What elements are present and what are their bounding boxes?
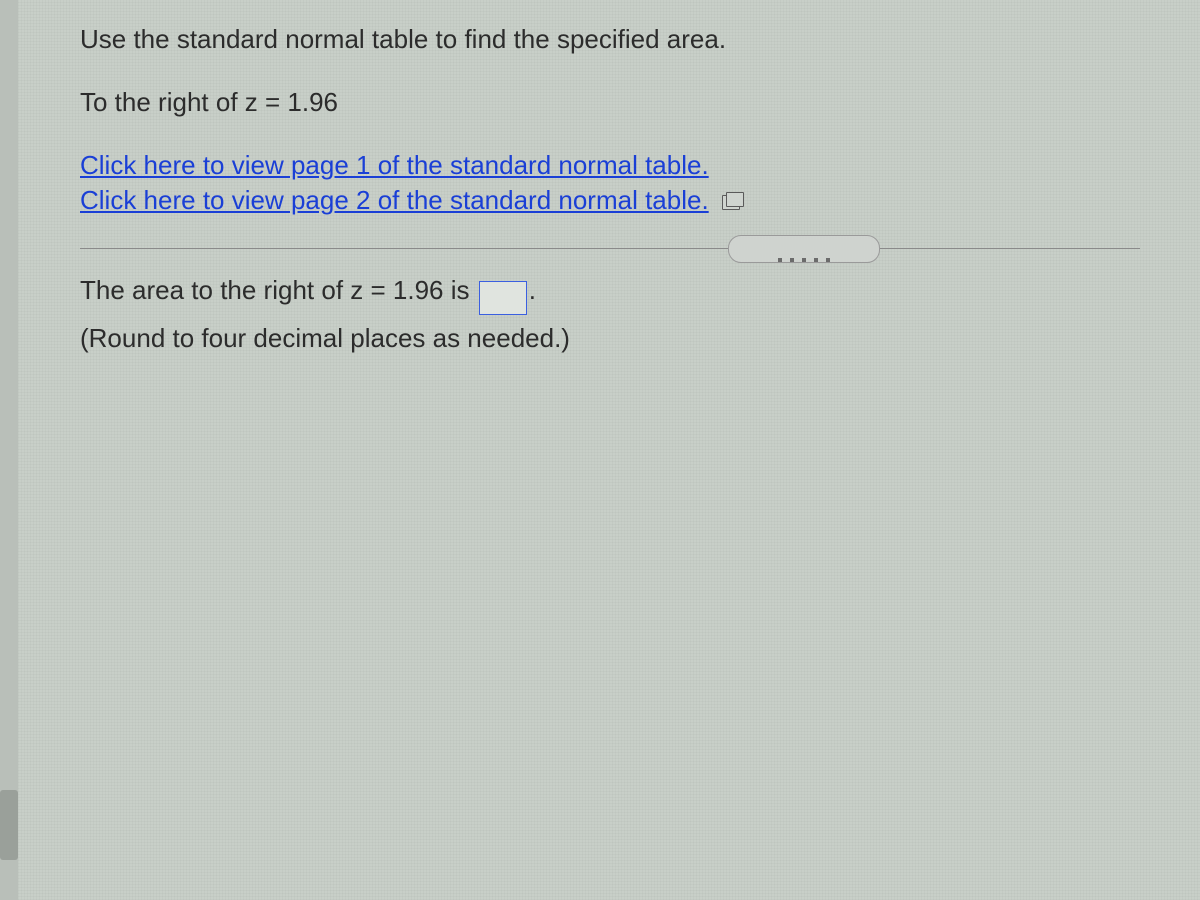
link-normal-table-page-1[interactable]: Click here to view page 1 of the standar… xyxy=(80,150,709,180)
section-divider xyxy=(80,248,1140,249)
answer-tail-text: . xyxy=(529,275,536,305)
question-prompt: Use the standard normal table to find th… xyxy=(80,22,1140,57)
expand-pill-button[interactable] xyxy=(728,235,880,263)
answer-sentence: The area to the right of z = 1.96 is . xyxy=(80,273,1140,315)
scrollbar-thumb[interactable] xyxy=(0,790,18,860)
rounding-hint: (Round to four decimal places as needed.… xyxy=(80,321,1140,356)
question-panel: Use the standard normal table to find th… xyxy=(0,0,1200,356)
divider-line xyxy=(80,248,1140,249)
answer-lead-text: The area to the right of z = 1.96 is xyxy=(80,275,477,305)
link-row-2: Click here to view page 2 of the standar… xyxy=(80,183,1140,218)
link-normal-table-page-2[interactable]: Click here to view page 2 of the standar… xyxy=(80,185,709,215)
vertical-scrollbar[interactable] xyxy=(0,0,18,900)
answer-input[interactable] xyxy=(479,281,527,315)
popup-window-icon[interactable] xyxy=(722,195,740,210)
question-condition: To the right of z = 1.96 xyxy=(80,85,1140,120)
link-row-1: Click here to view page 1 of the standar… xyxy=(80,148,1140,183)
